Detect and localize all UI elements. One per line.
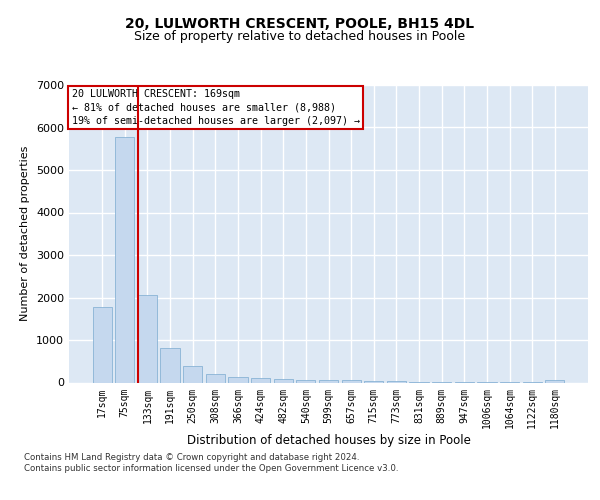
Text: 20 LULWORTH CRESCENT: 169sqm
← 81% of detached houses are smaller (8,988)
19% of: 20 LULWORTH CRESCENT: 169sqm ← 81% of de…: [71, 90, 359, 126]
Bar: [341, 380, 361, 382]
Bar: [319, 380, 338, 382]
Bar: [160, 348, 180, 382]
Bar: [92, 307, 112, 382]
Bar: [138, 295, 157, 382]
Text: Contains HM Land Registry data © Crown copyright and database right 2024.: Contains HM Land Registry data © Crown c…: [24, 452, 359, 462]
Bar: [296, 380, 316, 382]
Bar: [115, 137, 134, 382]
Bar: [183, 366, 202, 382]
Bar: [206, 374, 225, 382]
Bar: [251, 378, 270, 382]
Text: Size of property relative to detached houses in Poole: Size of property relative to detached ho…: [134, 30, 466, 43]
Text: Contains public sector information licensed under the Open Government Licence v3: Contains public sector information licen…: [24, 464, 398, 473]
X-axis label: Distribution of detached houses by size in Poole: Distribution of detached houses by size …: [187, 434, 470, 447]
Bar: [229, 378, 248, 382]
Bar: [364, 380, 383, 382]
Y-axis label: Number of detached properties: Number of detached properties: [20, 146, 31, 322]
Text: 20, LULWORTH CRESCENT, POOLE, BH15 4DL: 20, LULWORTH CRESCENT, POOLE, BH15 4DL: [125, 18, 475, 32]
Bar: [545, 380, 565, 382]
Bar: [274, 380, 293, 382]
